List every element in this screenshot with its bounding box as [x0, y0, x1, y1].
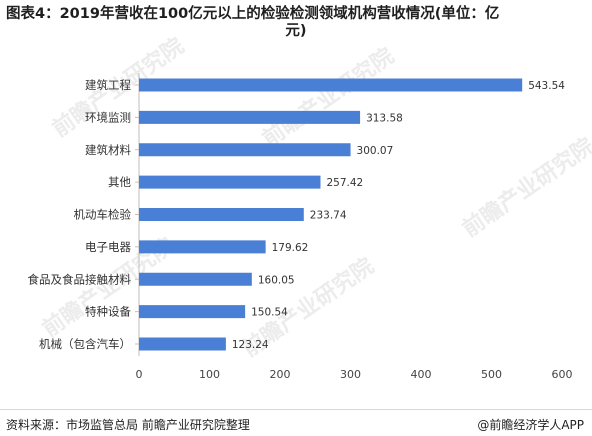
source-note: 资料来源：市场监管总局 前瞻产业研究院整理	[6, 418, 250, 432]
x-tick-label: 500	[481, 368, 502, 381]
x-tick-label: 0	[136, 368, 143, 381]
brand-label: @前瞻经济学人APP	[477, 418, 584, 432]
value-label: 313.58	[366, 112, 403, 124]
x-tick-label: 600	[552, 368, 573, 381]
value-label: 179.62	[272, 242, 309, 254]
chart-title: 图表4：2019年营收在100亿元以上的检验检测领域机构营收情况(单位：亿 元)	[6, 6, 586, 40]
category-label: 其他	[108, 175, 131, 189]
category-label: 建筑工程	[85, 78, 131, 92]
category-label: 机动车检验	[74, 208, 132, 222]
category-label: 电子电器	[85, 240, 131, 254]
bar	[139, 78, 523, 92]
bar	[139, 305, 246, 319]
bar	[139, 240, 266, 254]
value-label: 150.54	[251, 307, 288, 319]
category-label: 机械（包含汽车）	[39, 337, 131, 351]
value-label: 300.07	[357, 145, 394, 157]
value-label: 543.54	[528, 80, 565, 92]
title-prefix: 图表4：	[6, 6, 60, 22]
category-label: 食品及食品接触材料	[28, 272, 132, 286]
category-label: 建筑材料	[85, 143, 131, 157]
bar	[139, 337, 226, 351]
x-tick-label: 100	[199, 368, 220, 381]
bar	[139, 143, 351, 157]
x-tick-label: 300	[340, 368, 361, 381]
title-line1: 2019年营收在100亿元以上的检验检测领域机构营收情况(单位：亿	[59, 6, 500, 22]
x-tick-label: 400	[411, 368, 432, 381]
bar	[139, 110, 361, 124]
title-line2: 元)	[285, 23, 307, 39]
x-tick-label: 200	[270, 368, 291, 381]
bar	[139, 272, 252, 286]
value-label: 233.74	[310, 210, 347, 222]
bar	[139, 208, 304, 221]
footer: 资料来源：市场监管总局 前瞻产业研究院整理 @前瞻经济学人APP	[0, 409, 592, 436]
value-label: 257.42	[326, 177, 363, 189]
category-label: 环境监测	[85, 110, 131, 124]
bar	[139, 175, 321, 189]
value-label: 160.05	[258, 274, 295, 286]
category-label: 特种设备	[85, 305, 131, 319]
value-label: 123.24	[232, 339, 269, 351]
